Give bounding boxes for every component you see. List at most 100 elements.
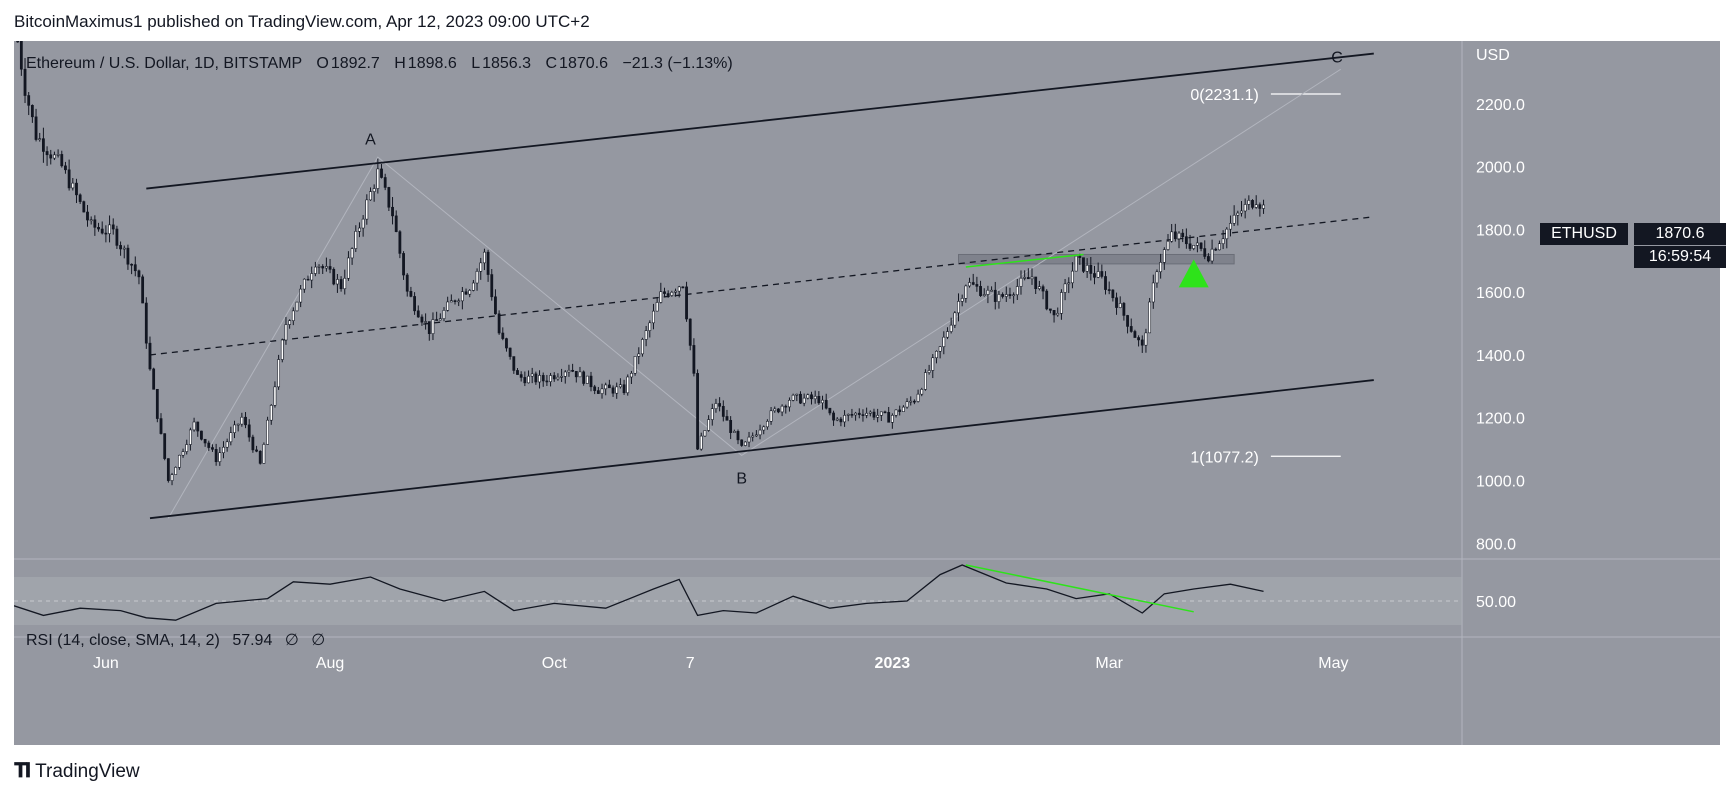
candle-down	[1104, 276, 1107, 290]
candle-up	[236, 423, 240, 426]
candle-up	[1019, 277, 1023, 287]
candle-down	[30, 105, 34, 118]
candle-up	[1229, 223, 1232, 230]
candle-up	[788, 400, 791, 408]
candle-down	[799, 393, 802, 404]
candle-up	[758, 429, 762, 436]
candle-down	[571, 369, 575, 372]
candle-up	[990, 289, 993, 292]
candle-down	[736, 431, 740, 441]
candle-down	[490, 274, 494, 298]
candle-down	[34, 116, 38, 140]
candle-down	[857, 412, 861, 415]
symbol-legend: Ethereum / U.S. Dollar, 1D, BITSTAMP O 18…	[26, 55, 733, 73]
candle-down	[45, 151, 49, 156]
candle-down	[1181, 232, 1185, 238]
candle-down	[1107, 289, 1111, 291]
candle-up	[754, 434, 758, 437]
candle-down	[593, 386, 597, 391]
candle-down	[306, 278, 310, 281]
candle-down	[1207, 256, 1210, 262]
candle-down	[464, 291, 468, 295]
footer-brand[interactable]: 𝐓𝐈 TradingView	[14, 760, 140, 783]
rsi-line	[14, 564, 1264, 621]
candle-down	[137, 270, 141, 278]
candle-up	[358, 227, 361, 232]
time-tick-label: 2023	[875, 655, 911, 672]
candle-up	[1247, 200, 1251, 205]
candle-up	[1170, 231, 1174, 242]
candle-down	[100, 228, 104, 234]
candle-up	[424, 321, 428, 323]
candle-down	[1122, 303, 1126, 316]
candle-up	[1012, 294, 1016, 297]
candle-down	[685, 286, 688, 320]
candle-up	[927, 370, 931, 373]
candle-down	[663, 291, 666, 294]
candle-down	[839, 418, 843, 423]
candle-up	[968, 282, 971, 287]
rsi-value: 57.94	[232, 632, 273, 649]
last-price: 1870.6	[1655, 225, 1705, 242]
candle-up	[1166, 240, 1170, 250]
candle-down	[898, 409, 902, 412]
candle-down	[328, 266, 332, 270]
candle-up	[648, 322, 652, 331]
candle-down	[211, 447, 214, 450]
candle-up	[229, 432, 233, 443]
candle-down	[23, 68, 27, 96]
candle-down	[883, 411, 887, 414]
candle-down	[552, 375, 556, 380]
candle-up	[218, 452, 222, 463]
candle-up	[479, 262, 483, 272]
candle-down	[115, 228, 119, 246]
channel-lower-line	[149, 379, 1374, 520]
candle-up	[288, 320, 292, 325]
candle-up	[578, 371, 582, 378]
candle-down	[1026, 277, 1030, 280]
candle-down	[740, 439, 744, 446]
candle-up	[1225, 228, 1229, 240]
candle-up	[879, 411, 883, 416]
candle-up	[446, 301, 450, 311]
candle-up	[821, 399, 824, 404]
candle-up	[1262, 204, 1265, 209]
candle-up	[1240, 210, 1243, 214]
candle-down	[203, 438, 207, 444]
close-label: C	[545, 55, 558, 72]
candle-up	[56, 154, 60, 156]
chart-pane[interactable]: USD 800.0 1000.0 1200.0 1400.0 1600.0 1800.0 20…	[14, 41, 1726, 745]
price-tick-label: 800.0	[1476, 536, 1516, 553]
candle-up	[1067, 282, 1071, 285]
candle-up	[185, 444, 189, 452]
candle-down	[258, 450, 262, 464]
candle-down	[1048, 308, 1052, 311]
candle-down	[332, 269, 336, 285]
candle-down	[545, 380, 549, 383]
candle-down	[1214, 248, 1218, 251]
candle-down	[405, 274, 409, 292]
candle-up	[483, 251, 486, 264]
candle-down	[1082, 257, 1085, 272]
candle-down	[159, 418, 163, 434]
candle-down	[486, 251, 490, 275]
candle-up	[714, 403, 718, 409]
candle-down	[824, 399, 828, 409]
candle-up	[909, 400, 913, 403]
candle-up	[964, 285, 968, 299]
price-chart-svg[interactable]: USD 800.0 1000.0 1200.0 1400.0 1600.0 1800.0 20…	[14, 41, 1720, 745]
candle-up	[313, 266, 317, 274]
candle-up	[604, 384, 608, 390]
candle-up	[1056, 313, 1060, 316]
candle-up	[442, 310, 446, 319]
candle-up	[324, 266, 328, 269]
candle-up	[615, 386, 619, 394]
candle-up	[365, 199, 369, 220]
candle-down	[16, 41, 20, 43]
candle-up	[931, 357, 935, 371]
candle-down	[387, 187, 391, 208]
candle-up	[835, 418, 839, 421]
candle-down	[49, 154, 53, 159]
candle-up	[181, 451, 185, 456]
candle-up	[890, 415, 894, 423]
